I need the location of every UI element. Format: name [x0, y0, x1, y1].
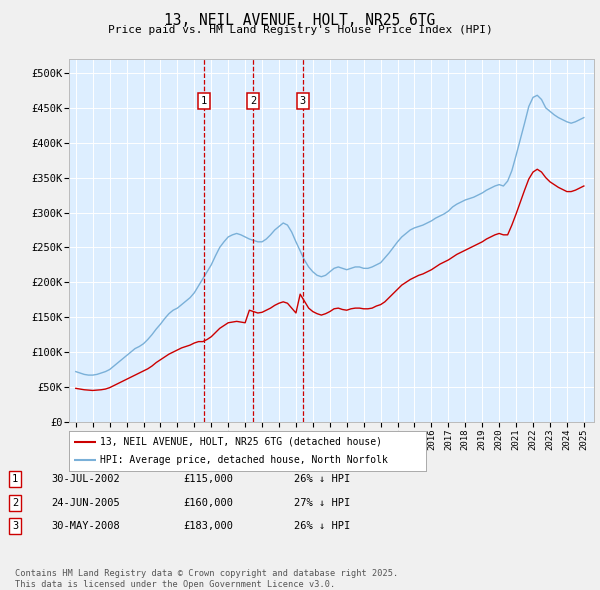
Text: £115,000: £115,000 — [183, 474, 233, 484]
Text: HPI: Average price, detached house, North Norfolk: HPI: Average price, detached house, Nort… — [100, 455, 388, 465]
Text: Contains HM Land Registry data © Crown copyright and database right 2025.
This d: Contains HM Land Registry data © Crown c… — [15, 569, 398, 589]
Text: 3: 3 — [12, 522, 18, 531]
Text: 26% ↓ HPI: 26% ↓ HPI — [294, 474, 350, 484]
Text: 2: 2 — [12, 498, 18, 507]
Text: 24-JUN-2005: 24-JUN-2005 — [51, 498, 120, 507]
Text: 30-MAY-2008: 30-MAY-2008 — [51, 522, 120, 531]
Text: Price paid vs. HM Land Registry's House Price Index (HPI): Price paid vs. HM Land Registry's House … — [107, 25, 493, 35]
Text: 1: 1 — [12, 474, 18, 484]
Text: £160,000: £160,000 — [183, 498, 233, 507]
Text: 27% ↓ HPI: 27% ↓ HPI — [294, 498, 350, 507]
Text: 30-JUL-2002: 30-JUL-2002 — [51, 474, 120, 484]
Text: 13, NEIL AVENUE, HOLT, NR25 6TG: 13, NEIL AVENUE, HOLT, NR25 6TG — [164, 13, 436, 28]
Text: £183,000: £183,000 — [183, 522, 233, 531]
Text: 13, NEIL AVENUE, HOLT, NR25 6TG (detached house): 13, NEIL AVENUE, HOLT, NR25 6TG (detache… — [100, 437, 382, 447]
Text: 1: 1 — [201, 96, 207, 106]
Text: 26% ↓ HPI: 26% ↓ HPI — [294, 522, 350, 531]
Text: 3: 3 — [300, 96, 306, 106]
Text: 2: 2 — [250, 96, 256, 106]
